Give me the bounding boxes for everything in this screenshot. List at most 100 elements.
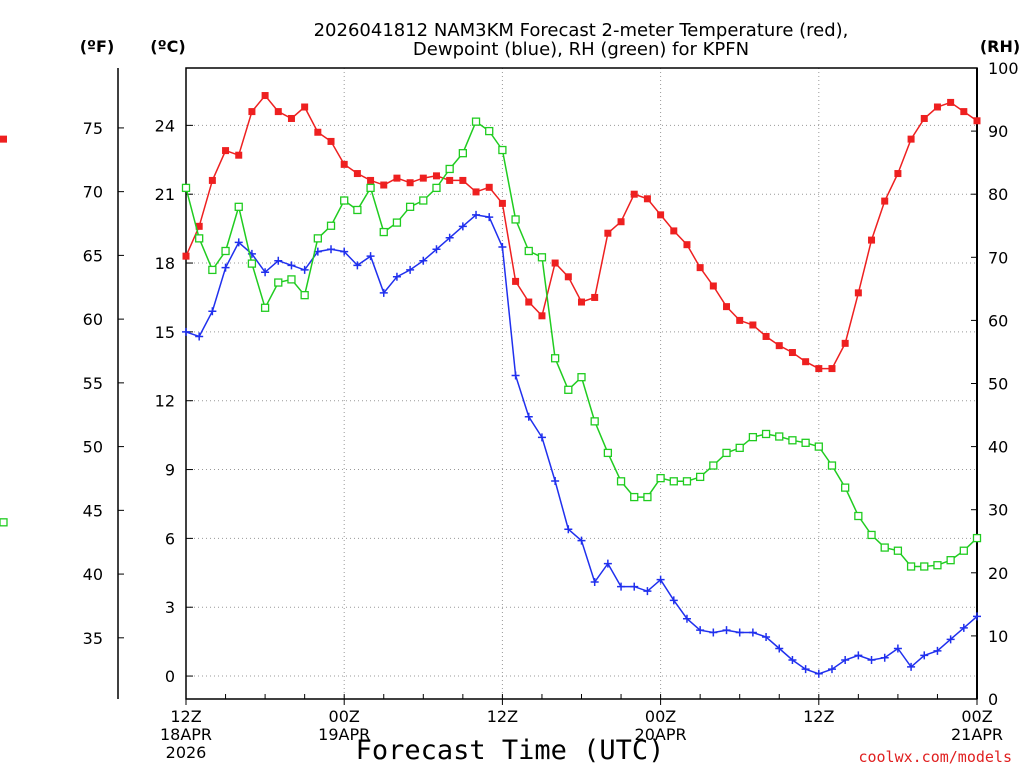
data-point-marker bbox=[762, 633, 771, 642]
data-point-marker bbox=[683, 241, 691, 249]
data-point-marker bbox=[920, 114, 928, 122]
series-2-meter-temperature bbox=[0, 92, 981, 373]
data-point-marker bbox=[353, 170, 361, 178]
data-point-marker bbox=[669, 477, 678, 486]
data-point-marker bbox=[247, 259, 257, 268]
rh-tick-label: 80 bbox=[988, 185, 1008, 204]
data-point-marker bbox=[591, 293, 599, 301]
data-point-marker bbox=[841, 655, 850, 664]
data-point-marker bbox=[301, 103, 309, 111]
data-point-marker bbox=[564, 385, 573, 394]
data-point-marker bbox=[261, 92, 269, 100]
data-point-marker bbox=[946, 635, 955, 644]
rh-tick-label: 10 bbox=[988, 627, 1008, 646]
data-point-marker bbox=[498, 199, 506, 207]
data-point-marker bbox=[696, 264, 704, 272]
x-tick-label: 12Z bbox=[487, 707, 518, 726]
data-point-marker bbox=[405, 202, 415, 211]
data-point-marker bbox=[432, 245, 441, 254]
data-point-marker bbox=[234, 238, 243, 247]
data-point-marker bbox=[907, 135, 915, 143]
data-point-marker bbox=[274, 256, 283, 265]
data-point-marker bbox=[854, 289, 862, 297]
data-point-marker bbox=[748, 432, 758, 442]
data-point-marker bbox=[933, 103, 941, 111]
data-point-marker bbox=[867, 530, 876, 540]
data-point-marker bbox=[392, 272, 401, 281]
data-point-marker bbox=[458, 149, 468, 158]
data-point-marker bbox=[762, 332, 770, 340]
data-point-marker bbox=[446, 176, 454, 184]
data-point-marker bbox=[195, 222, 203, 230]
data-point-marker bbox=[643, 492, 652, 502]
data-point-marker bbox=[959, 546, 968, 555]
data-point-marker bbox=[894, 170, 902, 178]
data-point-marker bbox=[511, 215, 520, 224]
data-point-marker bbox=[630, 492, 639, 502]
celsius-tick-label: 15 bbox=[155, 323, 175, 342]
celsius-tick-label: 3 bbox=[165, 598, 175, 617]
data-point-marker bbox=[603, 448, 613, 458]
data-series bbox=[0, 92, 982, 678]
data-point-marker bbox=[485, 183, 493, 191]
data-point-marker bbox=[841, 339, 849, 347]
data-point-marker bbox=[327, 245, 336, 254]
data-point-marker bbox=[577, 373, 586, 382]
data-point-marker bbox=[300, 291, 309, 300]
data-point-marker bbox=[550, 354, 560, 363]
data-point-marker bbox=[406, 265, 415, 274]
data-point-marker bbox=[696, 626, 705, 635]
data-point-marker bbox=[313, 234, 322, 243]
data-point-marker bbox=[564, 525, 573, 534]
data-point-marker bbox=[722, 448, 731, 458]
fahrenheit-tick-label: 60 bbox=[83, 310, 103, 329]
data-point-marker bbox=[630, 190, 638, 198]
x-tick-label: 21APR bbox=[951, 725, 1003, 744]
data-point-marker bbox=[657, 211, 665, 219]
data-point-marker bbox=[472, 210, 481, 219]
data-point-marker bbox=[946, 556, 955, 565]
data-point-marker bbox=[643, 587, 652, 596]
data-point-marker bbox=[643, 195, 651, 203]
chart-title-line-1: 2026041812 NAM3KM Forecast 2-meter Tempe… bbox=[314, 20, 849, 41]
rh-tick-label: 20 bbox=[988, 564, 1008, 583]
data-point-marker bbox=[235, 151, 243, 159]
celsius-tick-label: 18 bbox=[155, 254, 175, 273]
data-point-marker bbox=[933, 646, 942, 655]
data-point-marker bbox=[630, 582, 639, 591]
data-point-marker bbox=[485, 213, 494, 222]
data-point-marker bbox=[709, 282, 717, 290]
data-point-marker bbox=[380, 181, 388, 189]
data-point-marker bbox=[972, 533, 982, 543]
data-point-marker bbox=[182, 252, 190, 260]
data-point-marker bbox=[801, 438, 810, 447]
data-point-marker bbox=[828, 365, 836, 373]
data-point-marker bbox=[775, 644, 784, 653]
data-point-marker bbox=[537, 433, 546, 442]
x-axis-title: Forecast Time (UTC) bbox=[356, 735, 665, 766]
chart-title-line-2: Dewpoint (blue), RH (green) for KPFN bbox=[413, 39, 749, 60]
data-point-marker bbox=[260, 303, 270, 312]
data-point-marker bbox=[0, 518, 8, 527]
x-tick-label: 00Z bbox=[329, 707, 360, 726]
data-point-marker bbox=[432, 183, 441, 193]
data-point-marker bbox=[419, 256, 428, 265]
data-point-marker bbox=[458, 222, 467, 231]
data-point-marker bbox=[525, 298, 533, 306]
celsius-unit-label: (ºC) bbox=[150, 37, 185, 56]
data-point-marker bbox=[814, 442, 823, 451]
plot-frame bbox=[185, 67, 978, 700]
rh-tick-label: 100 bbox=[988, 59, 1019, 78]
data-point-marker bbox=[603, 559, 612, 568]
fahrenheit-tick-label: 55 bbox=[83, 374, 103, 393]
data-point-marker bbox=[485, 126, 494, 136]
data-point-marker bbox=[947, 98, 955, 106]
data-point-marker bbox=[287, 275, 296, 284]
data-point-marker bbox=[564, 273, 572, 281]
data-point-marker bbox=[393, 174, 401, 182]
rh-tick-label: 30 bbox=[988, 501, 1008, 520]
data-point-marker bbox=[287, 261, 296, 270]
data-point-marker bbox=[880, 543, 889, 552]
data-point-marker bbox=[274, 108, 282, 116]
data-point-marker bbox=[287, 114, 295, 122]
